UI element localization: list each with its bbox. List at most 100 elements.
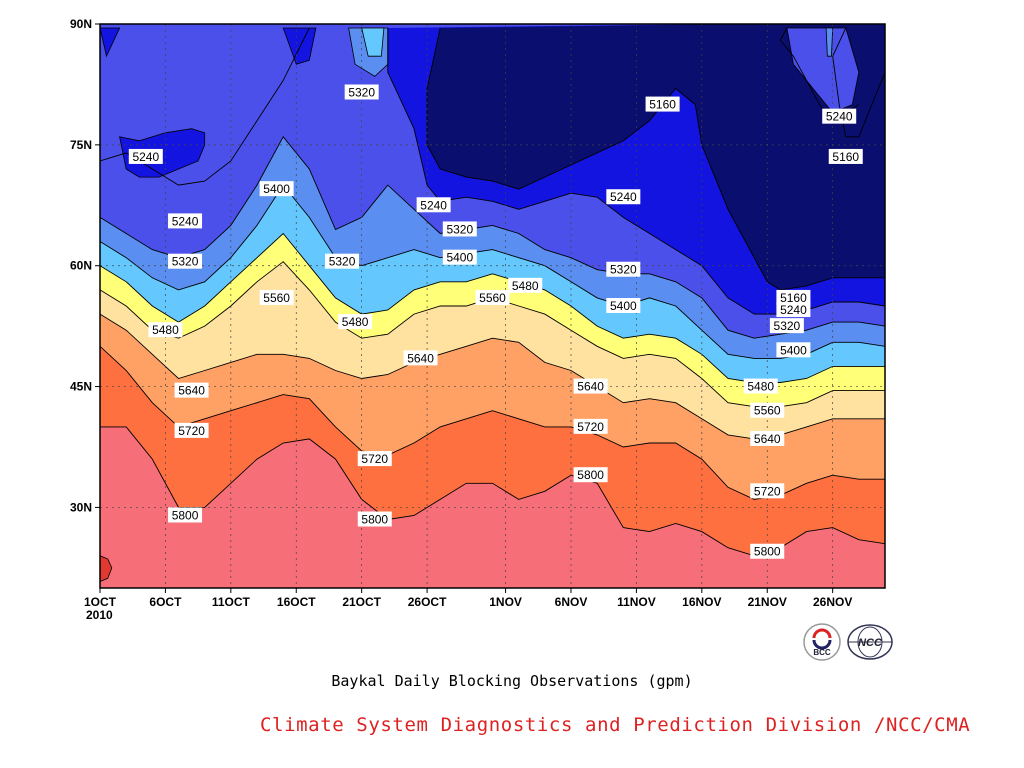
contour-label-bg: [573, 467, 608, 483]
contour-label-bg: [148, 322, 183, 338]
contour-label-text: 5800: [172, 508, 199, 522]
x-tick-label: 11NOV: [617, 595, 656, 609]
contour-label-bg: [750, 430, 785, 446]
contour-label: 5560: [750, 402, 785, 418]
fill-patch-5: [786, 27, 860, 114]
contour-label: 5720: [573, 418, 608, 434]
contour-label: 5240: [416, 197, 451, 213]
contour-label-text: 5400: [446, 251, 473, 265]
contour-label-text: 5160: [832, 150, 859, 164]
contour-label-bg: [776, 302, 811, 318]
contour-label-text: 5320: [348, 85, 375, 99]
contour-label: 5240: [606, 189, 641, 205]
fill-patch-1: [100, 27, 121, 58]
contour-label-bg: [750, 402, 785, 418]
contour-label-bg: [325, 253, 360, 269]
contour-label: 5720: [750, 483, 785, 499]
contour-label-text: 5640: [178, 384, 205, 398]
contour-label-bg: [606, 261, 641, 277]
y-tick-label: 75N: [70, 138, 92, 152]
contour-label-bg: [259, 181, 294, 197]
x-tick-label: 16NOV: [682, 595, 721, 609]
contour-label-text: 5720: [178, 424, 205, 438]
contour-label: 5480: [743, 378, 778, 394]
contour-label-text: 5560: [754, 404, 781, 418]
contour-label-text: 5400: [263, 182, 290, 196]
contour-label: 5640: [403, 350, 438, 366]
contour-label: 5800: [357, 511, 392, 527]
contour-label: 5560: [475, 289, 510, 305]
contour-label: 5240: [822, 108, 857, 124]
contour-label: 5800: [750, 543, 785, 559]
fill-patch-4: [361, 27, 385, 57]
bcc-logo-icon: BCC: [803, 623, 841, 661]
fill-patch-7: [100, 555, 113, 583]
contour-line-5320: [100, 135, 885, 339]
contour-label-bg: [750, 483, 785, 499]
contour-label-bg: [344, 84, 379, 100]
contour-label-bg: [828, 148, 863, 164]
contour-label: 5320: [325, 253, 360, 269]
contour-label: 5800: [573, 467, 608, 483]
contour-label: 5400: [606, 298, 641, 313]
contour-label-bg: [573, 378, 608, 394]
plot-frame: [99, 23, 886, 589]
x-tick-label: 11OCT: [212, 595, 251, 609]
contour-label-text: 5720: [361, 452, 388, 466]
contour-line-5400: [100, 184, 885, 359]
contour-label-text: 5480: [747, 380, 774, 394]
contour-label-bg: [174, 382, 209, 398]
contour-label-text: 5160: [780, 291, 807, 305]
contour-label-text: 5640: [754, 432, 781, 446]
bcc-logo-text: BCC: [813, 648, 831, 657]
fill-band-5160: [427, 24, 885, 290]
contour-label-text: 5720: [577, 420, 604, 434]
contour-label-bg: [475, 289, 510, 305]
contour-label-text: 5800: [577, 468, 604, 482]
contour-label-text: 5640: [577, 380, 604, 394]
contour-label-bg: [645, 96, 680, 112]
x-tick-label: 6NOV: [555, 595, 588, 609]
contour-label-text: 5320: [774, 319, 801, 333]
contour-label: 5320: [168, 253, 203, 269]
contour-label: 5640: [750, 430, 785, 446]
contour-label: 5400: [259, 181, 294, 197]
contour-label-text: 5160: [649, 98, 676, 112]
contour-label: 5320: [769, 318, 804, 334]
contour-label: 5320: [606, 261, 641, 277]
contour-label: 5400: [776, 342, 811, 358]
contour-label-text: 5320: [329, 255, 356, 269]
contour-label: 5400: [442, 249, 477, 265]
x-tick-label: 26OCT: [408, 595, 447, 609]
contour-label: 5720: [357, 451, 392, 467]
contour-line-5720: [100, 345, 885, 500]
x-tick-label: 26NOV: [813, 595, 852, 609]
chart-title: Baykal Daily Blocking Observations (gpm): [331, 672, 693, 690]
contour-label-bg: [750, 543, 785, 559]
x-tick-label: 16OCT: [277, 595, 316, 609]
contour-label-bg: [822, 108, 857, 124]
x-year-label: 2010: [86, 608, 113, 622]
contour-label: 5160: [776, 289, 811, 305]
ncc-logo-icon: NCC: [847, 624, 893, 660]
x-tick-label: 1NOV: [489, 595, 522, 609]
contour-label-text: 5320: [610, 263, 637, 277]
contour-label-text: 5400: [610, 299, 637, 313]
contour-label: 5720: [174, 422, 209, 438]
y-tick-label: 60N: [70, 259, 92, 273]
contour-label-bg: [168, 213, 203, 229]
x-tick-label: 1OCT: [84, 595, 117, 609]
x-tick-label: 21NOV: [748, 595, 787, 609]
contour-label: 5160: [645, 96, 680, 112]
contour-label: 5320: [442, 221, 477, 237]
contour-label: 5480: [148, 322, 183, 338]
contour-label-text: 5240: [132, 150, 159, 164]
contour-label: 5640: [174, 382, 209, 398]
contour-label: 5240: [776, 302, 811, 318]
credit-line: Climate System Diagnostics and Predictio…: [260, 714, 971, 736]
contour-label-bg: [338, 314, 373, 330]
contour-label: 5240: [128, 148, 163, 164]
contour-label-bg: [776, 342, 811, 358]
contour-label-text: 5800: [754, 545, 781, 559]
